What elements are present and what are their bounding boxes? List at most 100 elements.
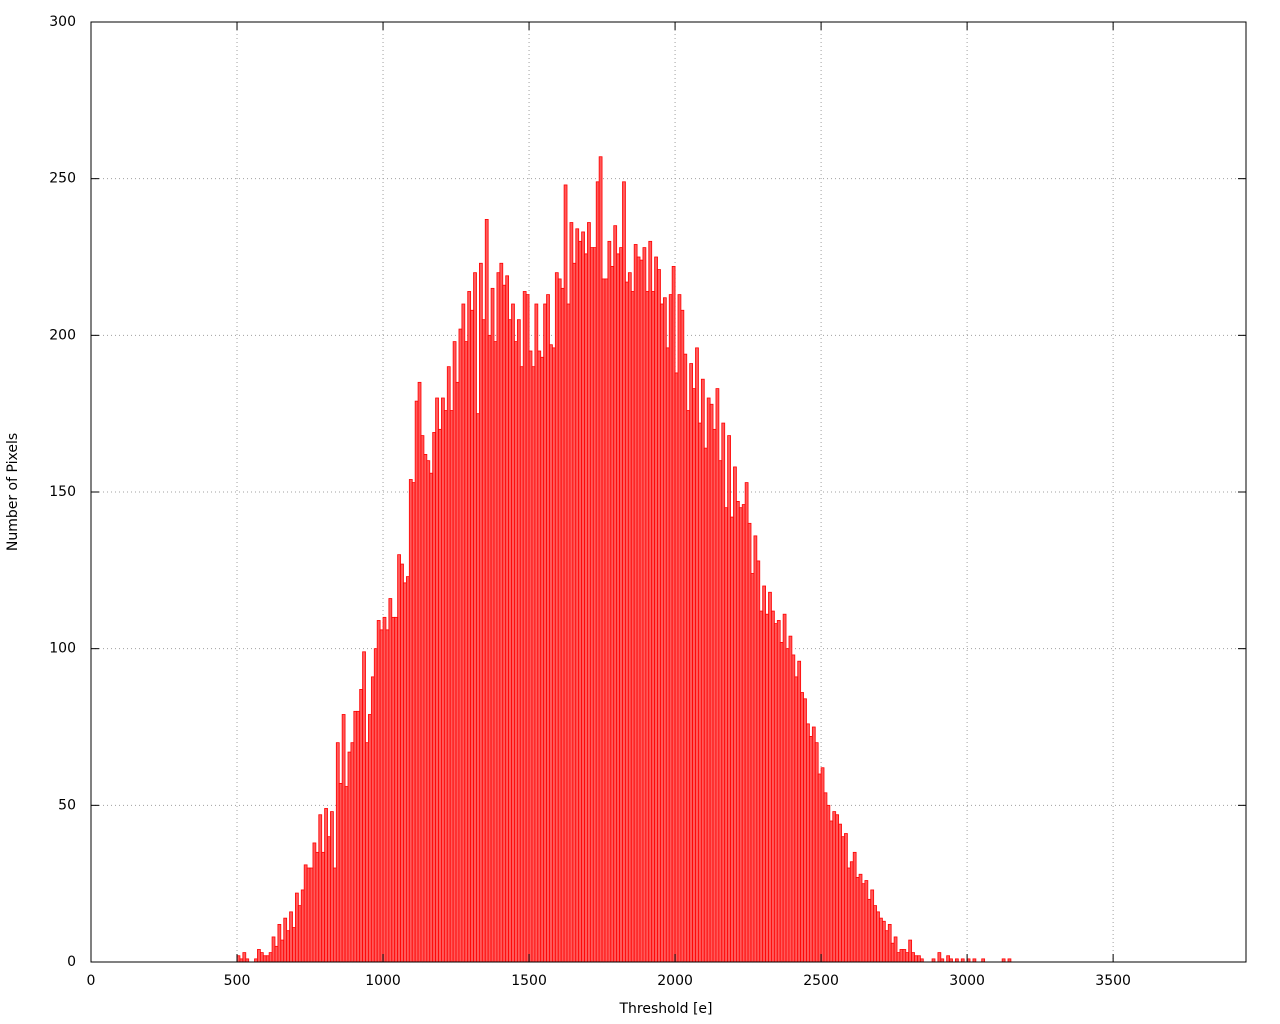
bar — [543, 303, 547, 963]
bar — [867, 898, 872, 963]
bar — [397, 554, 401, 963]
bar — [896, 952, 901, 963]
bar — [683, 353, 688, 963]
bar — [785, 648, 790, 963]
bar — [365, 742, 369, 963]
bar — [391, 616, 396, 963]
bar — [788, 635, 793, 963]
bar — [461, 303, 466, 963]
x-tick-label: 2000 — [657, 973, 693, 989]
y-tick-label: 0 — [67, 954, 76, 970]
bar — [800, 692, 804, 963]
bar — [762, 585, 767, 963]
bar — [899, 949, 904, 963]
bar — [531, 366, 536, 963]
bar — [829, 820, 834, 963]
bar — [455, 381, 460, 963]
bar — [838, 823, 842, 963]
bar — [648, 240, 653, 963]
bar — [735, 500, 740, 963]
bar — [554, 272, 559, 963]
bar — [806, 723, 810, 963]
x-tick-label: 1500 — [511, 973, 547, 989]
bar — [584, 253, 588, 963]
y-tick-label: 100 — [49, 641, 76, 657]
plot-area — [91, 22, 1246, 963]
bar — [268, 952, 273, 963]
bar — [826, 804, 831, 963]
bar — [514, 341, 518, 963]
bar — [946, 955, 950, 963]
bar — [362, 651, 366, 963]
bar — [449, 410, 454, 963]
x-axis-title: Threshold [e] — [619, 1001, 713, 1017]
bar — [388, 598, 393, 963]
bar — [706, 397, 711, 963]
bar — [738, 507, 743, 963]
bar — [937, 952, 942, 963]
bar — [832, 811, 837, 963]
bar — [242, 952, 247, 963]
bar — [438, 428, 442, 963]
bar — [435, 397, 439, 963]
bar — [756, 560, 761, 963]
bar — [917, 955, 921, 963]
bar — [846, 867, 851, 963]
bar — [639, 259, 644, 963]
bar — [674, 372, 679, 963]
bar — [481, 319, 486, 963]
bar — [300, 889, 305, 963]
bar — [627, 272, 632, 963]
bar — [604, 278, 609, 963]
bar — [426, 460, 431, 963]
bar — [882, 920, 886, 963]
bar — [394, 616, 399, 963]
bar — [782, 613, 787, 963]
bar — [914, 955, 918, 963]
bar — [911, 952, 915, 963]
bar — [432, 432, 437, 963]
bar — [379, 629, 384, 963]
bar — [879, 917, 883, 963]
bar — [274, 945, 279, 963]
bar — [370, 676, 375, 963]
bar — [508, 319, 512, 963]
bar — [873, 905, 877, 963]
bar — [589, 247, 594, 963]
bar — [318, 814, 323, 963]
bar — [811, 726, 816, 963]
bar — [844, 833, 848, 963]
bar — [884, 930, 889, 963]
bar — [654, 256, 658, 963]
bar — [405, 576, 410, 963]
x-tick-label: 0 — [87, 973, 96, 989]
bar — [721, 422, 726, 963]
bar — [592, 247, 597, 963]
bar — [703, 447, 708, 963]
bar — [572, 262, 577, 963]
bar — [823, 792, 828, 963]
bar — [747, 522, 752, 963]
bar — [803, 698, 807, 963]
bar — [382, 616, 387, 963]
bar — [464, 341, 469, 963]
bar — [458, 328, 463, 963]
bar — [557, 278, 562, 963]
bar — [289, 911, 293, 963]
bar — [630, 291, 635, 963]
bar — [522, 291, 527, 963]
bar — [814, 742, 819, 963]
bar — [327, 836, 331, 963]
bar — [855, 877, 860, 963]
bar — [692, 388, 696, 963]
bar — [408, 479, 413, 963]
bar — [633, 244, 638, 963]
y-tick-label: 150 — [49, 484, 76, 500]
bar — [516, 319, 521, 963]
bar — [257, 949, 261, 963]
bar — [385, 629, 390, 963]
bar — [908, 939, 913, 963]
y-axis-title: Number of Pixels — [5, 433, 21, 551]
bar — [452, 341, 457, 963]
bar — [484, 218, 489, 963]
